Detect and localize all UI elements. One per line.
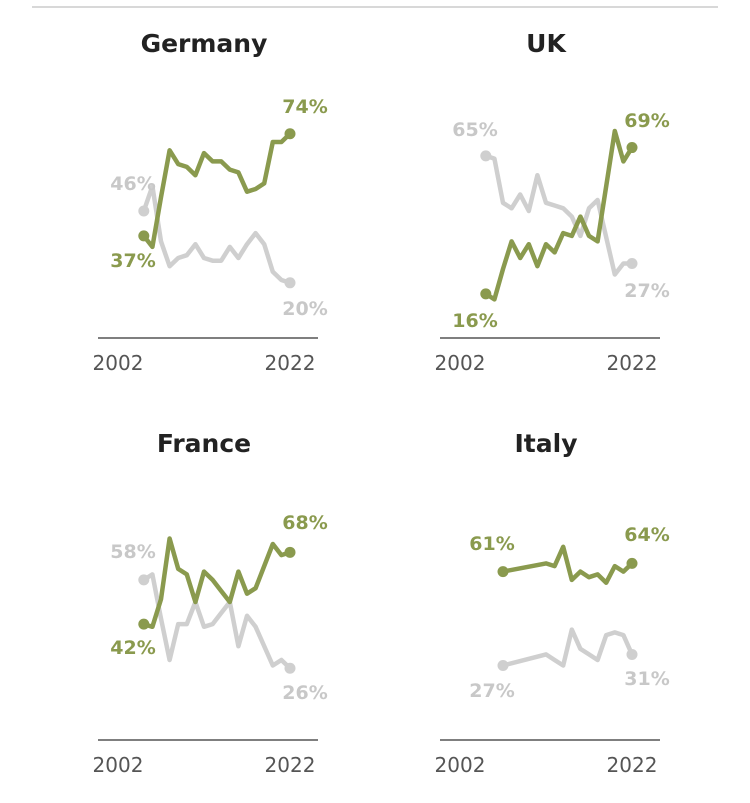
green-series-line <box>483 128 635 302</box>
green-series-line <box>141 536 293 630</box>
x-tick-label: 2022 <box>265 351 316 375</box>
x-tick-label: 2002 <box>435 351 486 375</box>
panel-italy: Italy 2002 2022 27% 31% 61% 64% <box>435 429 670 777</box>
data-point <box>497 659 509 671</box>
gray-series-line <box>483 153 635 277</box>
green-series-line <box>141 131 293 250</box>
gray-series-line <box>141 183 293 286</box>
start-value-label: 61% <box>469 533 514 555</box>
gray-series-line <box>141 572 293 671</box>
data-point <box>284 546 296 558</box>
end-value-label: 27% <box>624 280 669 302</box>
end-value-label: 31% <box>624 668 669 690</box>
data-point <box>138 230 150 242</box>
start-value-label: 46% <box>110 173 155 195</box>
panel-title: UK <box>526 29 567 58</box>
end-value-label: 68% <box>282 512 327 534</box>
x-tick-label: 2022 <box>607 753 658 777</box>
data-point <box>497 566 509 578</box>
data-point <box>138 574 150 586</box>
panel-title: Germany <box>141 29 268 58</box>
data-point <box>480 150 492 162</box>
start-value-label: 27% <box>469 680 514 702</box>
data-point <box>138 618 150 630</box>
panel-france: France 2002 2022 58% 26% 42% 68% <box>93 429 328 777</box>
x-tick-label: 2002 <box>93 351 144 375</box>
data-point <box>284 128 296 140</box>
start-value-label: 37% <box>110 250 155 272</box>
data-point <box>626 142 638 154</box>
panel-title: France <box>157 429 251 458</box>
end-value-label: 26% <box>282 682 327 704</box>
start-value-label: 58% <box>110 541 155 563</box>
start-value-label: 42% <box>110 637 155 659</box>
green-series-line <box>500 544 635 585</box>
x-tick-label: 2022 <box>265 753 316 777</box>
panel-germany: Germany 2002 2022 46% 20% 37% 74% <box>93 29 328 375</box>
end-value-label: 64% <box>624 524 669 546</box>
start-value-label: 65% <box>452 119 497 141</box>
x-tick-label: 2002 <box>435 753 486 777</box>
panel-title: Italy <box>515 429 578 458</box>
data-point <box>626 557 638 569</box>
gray-series-line <box>500 627 635 668</box>
start-value-label: 16% <box>452 310 497 332</box>
end-value-label: 74% <box>282 96 327 118</box>
x-tick-label: 2022 <box>607 351 658 375</box>
data-point <box>284 662 296 674</box>
data-point <box>480 288 492 300</box>
data-point <box>284 277 296 289</box>
data-point <box>138 205 150 217</box>
data-point <box>626 648 638 660</box>
end-value-label: 20% <box>282 298 327 320</box>
x-tick-label: 2002 <box>93 753 144 777</box>
panel-uk: UK 2002 2022 65% 27% 16% 69% <box>435 29 670 375</box>
data-point <box>626 257 638 269</box>
end-value-label: 69% <box>624 110 669 132</box>
